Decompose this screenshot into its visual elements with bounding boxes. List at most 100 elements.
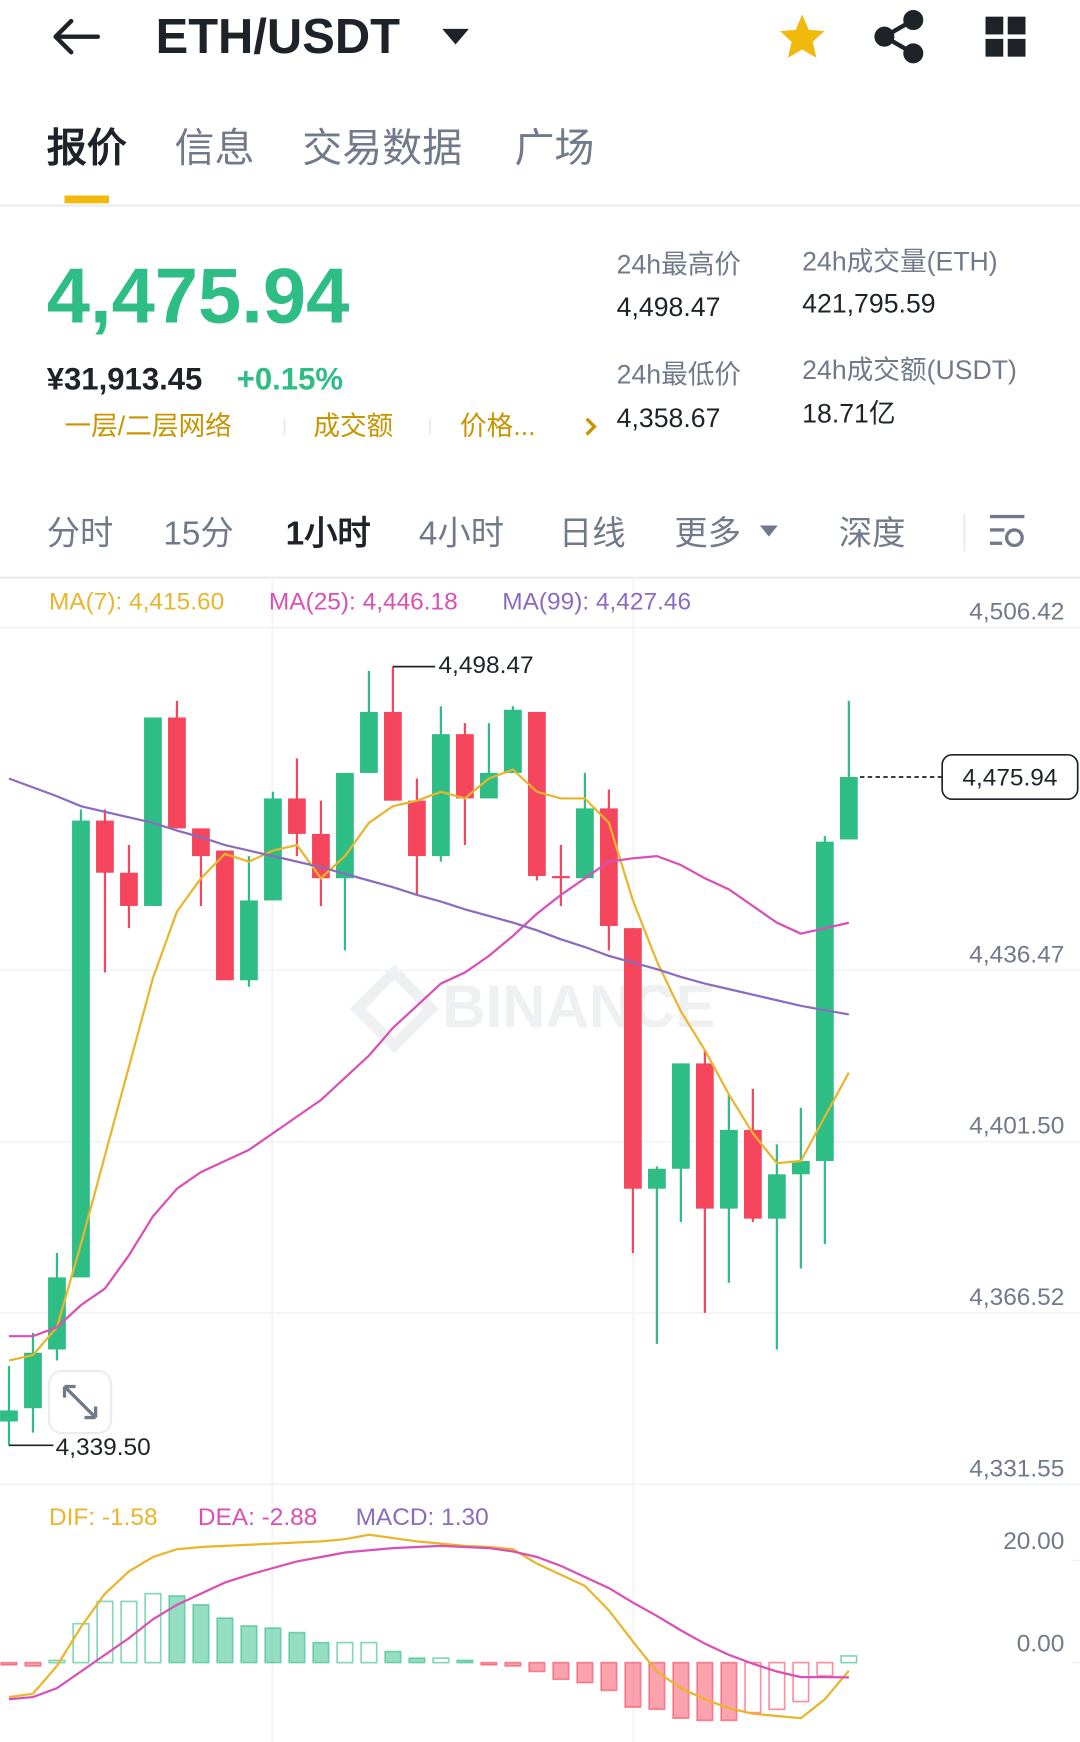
stat-value: 4,498.47 (617, 292, 721, 322)
cny-price: ¥31,913.45 (47, 361, 203, 396)
more-dropdown[interactable] (759, 525, 778, 537)
candle-body (551, 876, 570, 879)
macd-bar (648, 1661, 666, 1711)
candle-body (168, 717, 186, 829)
candle-body (839, 776, 858, 840)
macd-bar (216, 1617, 234, 1664)
candle-body (360, 711, 378, 773)
macd-bar (312, 1641, 330, 1664)
pair-title[interactable]: ETH/USDT (156, 10, 401, 64)
ma-line (8, 854, 850, 1338)
ma-line (8, 768, 850, 1362)
macd-legend: DEA: -2.88 (198, 1504, 318, 1531)
favorite-star[interactable] (779, 14, 825, 58)
candle-body (528, 711, 546, 877)
macd-bar (744, 1661, 762, 1714)
candle-body (96, 820, 114, 873)
chart-settings[interactable] (989, 514, 1025, 548)
candle-body (671, 1063, 690, 1169)
interval[interactable]: 15分 (163, 515, 233, 552)
candle-body (815, 841, 834, 1161)
macd-bar (504, 1661, 522, 1667)
candle-body (48, 1277, 66, 1350)
candle-body (72, 820, 90, 1278)
macd-bar (48, 1659, 66, 1664)
macd-bar (768, 1661, 786, 1711)
macd-bar (288, 1631, 306, 1664)
candle-body (647, 1168, 666, 1189)
macd-bar (720, 1661, 738, 1722)
ma-legend: MA(7): 4,415.60 (49, 589, 224, 616)
candle-body (743, 1129, 762, 1219)
macd-bar (816, 1661, 834, 1677)
macd-bar (456, 1659, 474, 1664)
y-tick-label: 4,506.42 (969, 599, 1064, 626)
macd-bar (576, 1661, 594, 1684)
menu-grid[interactable] (985, 16, 1026, 57)
candle-body (456, 734, 474, 799)
share-button[interactable] (874, 9, 924, 64)
interval[interactable]: 分时 (47, 515, 114, 552)
last-price: 4,475.94 (47, 254, 350, 340)
stat-value: 421,795.59 (802, 289, 935, 319)
macd-bar (384, 1650, 402, 1664)
macd-bar (168, 1595, 186, 1664)
price-change: +0.15% (237, 361, 343, 396)
stat-label: 24h最低价 (617, 360, 741, 390)
interval[interactable]: 4小时 (419, 515, 504, 552)
macd-bar (360, 1641, 378, 1664)
tags-more[interactable] (585, 417, 597, 436)
macd-bar (0, 1661, 18, 1666)
macd-bar (552, 1661, 570, 1681)
candle-body (216, 850, 234, 981)
tag[interactable]: 价格... (460, 411, 536, 441)
y-tick-label: 4,366.52 (969, 1284, 1064, 1311)
macd-bar (408, 1657, 426, 1664)
macd-bar (264, 1627, 282, 1664)
macd-bar (192, 1603, 210, 1664)
macd-bar (432, 1657, 450, 1664)
macd-bar (120, 1600, 138, 1664)
low-label: 4,339.50 (56, 1434, 151, 1461)
y-tick-label: 20.00 (1003, 1528, 1064, 1555)
macd-bar (624, 1661, 642, 1708)
interval[interactable]: 更多 (674, 515, 741, 552)
interval[interactable]: 日线 (559, 515, 626, 552)
high-label: 4,498.47 (438, 652, 533, 679)
candle-body (240, 900, 258, 981)
y-tick-label: 0.00 (1017, 1630, 1065, 1657)
tab[interactable]: 交易数据 (302, 127, 462, 171)
pair-dropdown[interactable] (442, 28, 469, 45)
macd-bar (672, 1661, 690, 1720)
candle-body (24, 1352, 42, 1409)
ma-legend: MA(99): 4,427.46 (502, 589, 691, 616)
interval[interactable]: 1小时 (286, 515, 371, 552)
y-tick-label: 4,331.55 (969, 1455, 1064, 1482)
stat-label: 24h成交额(USDT) (802, 355, 1017, 385)
candle-body (288, 798, 306, 834)
macd-legend: DIF: -1.58 (49, 1504, 158, 1531)
interval[interactable]: 深度 (839, 515, 906, 552)
chart-layer: 4,331.55 4,366.52 4,401.50 4,436.47 4,506.42… (0, 599, 1080, 1722)
tag[interactable]: 一层/二层网络 (65, 411, 232, 441)
candle-body (144, 717, 162, 906)
stat-label: 24h最高价 (617, 250, 741, 280)
ma-legend: MA(25): 4,446.18 (269, 589, 458, 616)
macd-bar (840, 1655, 858, 1664)
macd-bar (144, 1592, 162, 1664)
tag[interactable]: 成交额 (313, 411, 393, 441)
stat-value: 4,358.67 (617, 403, 721, 433)
expand-button[interactable] (47, 1369, 113, 1435)
y-tick-label: 4,436.47 (969, 941, 1064, 968)
stat-label: 24h成交量(ETH) (802, 246, 998, 276)
y-tick-label: 4,401.50 (969, 1113, 1064, 1140)
macd-legend: MACD: 1.30 (356, 1504, 489, 1531)
tab[interactable]: 信息 (174, 127, 254, 171)
tab[interactable]: 报价 (47, 127, 127, 171)
last-price-box (941, 753, 1079, 801)
macd-bar (600, 1661, 618, 1692)
tab[interactable]: 广场 (514, 127, 594, 171)
back-button[interactable] (53, 18, 101, 55)
